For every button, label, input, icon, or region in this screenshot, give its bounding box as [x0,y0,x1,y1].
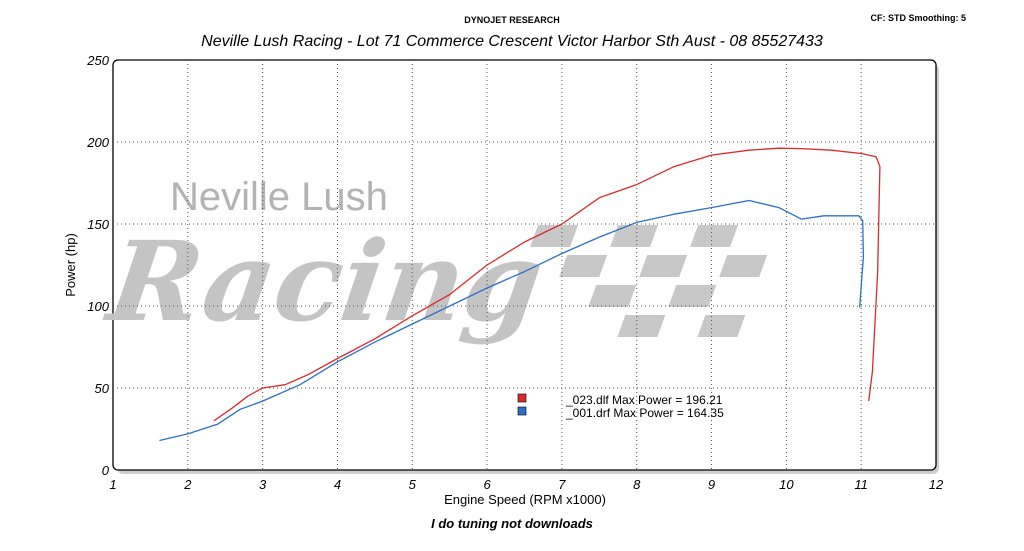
x-tick-label-10: 11 [854,477,868,492]
x-tick-label-8: 9 [708,477,715,492]
x-tick-label-7: 8 [633,477,641,492]
x-tick-labels: 1 2 3 4 5 6 7 8 9 10 11 12 [109,477,944,492]
x-tick-label-2: 3 [259,477,267,492]
y-tick-label-2: 100 [87,299,109,314]
legend: _023.dlf Max Power = 196.21 _001.drf Max… [517,393,724,420]
tagline: I do tuning not downloads [431,516,593,531]
shop-info-title: Neville Lush Racing - Lot 71 Commerce Cr… [201,33,823,50]
legend-label-blue: _001.drf Max Power = 164.35 [565,406,724,420]
x-tick-label-9: 10 [779,477,794,492]
y-tick-label-3: 150 [87,217,109,232]
x-tick-label-1: 2 [183,477,192,492]
series-lines [159,147,881,442]
legend-swatch-blue [517,406,527,416]
legend-label-red: _023.dlf Max Power = 196.21 [565,393,723,407]
y-tick-label-4: 200 [86,135,109,150]
checkered-flag-graphic [530,225,768,337]
x-tick-label-11: 12 [929,477,944,492]
plot-area [112,59,937,471]
x-tick-label-3: 4 [334,477,341,492]
legend-swatch-red [517,393,527,403]
y-tick-label-5: 250 [86,53,109,68]
settings-label: CF: STD Smoothing: 5 [870,13,967,23]
x-tick-label-6: 7 [558,477,566,492]
y-axis-title: Power (hp) [63,233,78,297]
x-tick-label-5: 6 [483,477,491,492]
watermark: Neville Lush Racing [98,175,768,347]
dynojet-header: DYNOJET RESEARCH [464,15,560,25]
series-line-1 [159,199,865,442]
y-tick-label-1: 50 [95,381,110,396]
watermark-text-line1: Neville Lush [170,175,388,219]
y-tick-labels: 0 50 100 150 200 250 [86,53,109,478]
watermark-text-line2: Racing [98,218,550,347]
x-axis-title: Engine Speed (RPM x1000) [444,492,606,507]
series-line-0 [213,147,881,422]
x-tick-label-4: 5 [409,477,417,492]
y-tick-label-0: 0 [102,463,110,478]
x-tick-label-0: 1 [109,477,116,492]
